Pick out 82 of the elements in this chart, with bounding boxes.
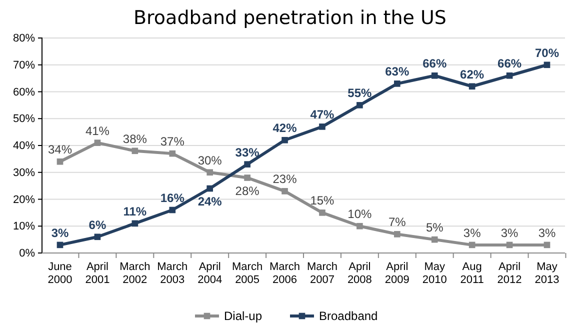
x-tick-label: April 2004 — [198, 261, 222, 286]
y-tick-label: 20% — [12, 194, 36, 206]
point — [169, 206, 176, 214]
data-label: 3% — [500, 226, 519, 240]
point — [319, 210, 326, 216]
data-label: 7% — [388, 215, 406, 230]
y-tick-label: 80% — [12, 32, 36, 45]
point — [544, 242, 550, 248]
data-label: 62% — [460, 67, 484, 82]
point — [282, 188, 288, 194]
point — [319, 124, 326, 130]
x-tick-label: March 2007 — [306, 261, 338, 286]
point — [94, 140, 101, 146]
data-label: 10% — [348, 207, 372, 222]
point — [132, 148, 138, 154]
point — [468, 83, 476, 90]
data-label: 55% — [348, 86, 372, 100]
data-label: 28% — [235, 184, 260, 198]
data-label: 66% — [498, 56, 522, 71]
data-label: 23% — [272, 172, 298, 186]
x-tick-label: May 2013 — [534, 261, 560, 286]
data-label: 15% — [310, 194, 335, 208]
point — [94, 234, 101, 240]
x-tick-label: April 2009 — [384, 261, 410, 286]
point — [468, 242, 476, 248]
point — [431, 236, 438, 243]
data-label: 66% — [422, 56, 447, 71]
point — [56, 242, 64, 248]
y-tick-label: 10% — [12, 220, 36, 233]
legend-label: Dial-up — [224, 309, 262, 323]
x-tick-label: March 2005 — [232, 261, 263, 286]
point — [244, 161, 250, 168]
x-tick-label: Aug 2011 — [460, 261, 484, 286]
data-label: 70% — [534, 46, 560, 60]
point — [394, 80, 400, 87]
data-label: 16% — [160, 191, 185, 205]
x-tick-label: March 2002 — [120, 261, 150, 286]
point — [206, 185, 214, 192]
y-tick-label: 0% — [19, 248, 36, 260]
data-label: 6% — [88, 218, 106, 232]
point — [206, 169, 214, 176]
data-label: 37% — [160, 134, 185, 149]
data-label: 33% — [235, 145, 260, 160]
x-tick-label: March 2003 — [157, 261, 188, 286]
data-label: 3% — [51, 226, 69, 240]
point — [169, 150, 176, 157]
point — [132, 220, 138, 227]
data-label: 3% — [463, 226, 482, 240]
data-label: 38% — [122, 132, 148, 146]
point — [356, 102, 363, 108]
point — [544, 62, 550, 68]
y-tick-label: 30% — [12, 166, 36, 179]
data-label: 47% — [310, 108, 335, 122]
data-label: 42% — [272, 121, 298, 136]
legend-label: Broadband — [319, 309, 378, 323]
x-tick-label: March 2006 — [269, 261, 300, 286]
data-label: 24% — [198, 194, 222, 208]
point — [506, 242, 513, 248]
y-tick-label: 50% — [12, 113, 36, 126]
data-label: 41% — [85, 124, 110, 138]
x-tick-label: June 2000 — [48, 261, 72, 286]
x-tick-label: April 2008 — [347, 261, 372, 286]
data-label: 5% — [426, 220, 444, 235]
data-label: 34% — [48, 142, 72, 157]
x-tick-label: April 2012 — [497, 261, 522, 286]
point — [431, 72, 438, 79]
data-label: 30% — [198, 153, 222, 168]
data-label: 63% — [385, 64, 410, 79]
chart-title: Broadband penetration in the US — [134, 7, 446, 29]
data-label: 11% — [123, 204, 147, 218]
y-tick-label: 40% — [12, 140, 36, 152]
point — [506, 72, 513, 79]
point — [282, 136, 288, 144]
y-tick-label: 70% — [12, 59, 36, 72]
point — [56, 158, 64, 165]
data-label: 3% — [538, 226, 556, 240]
x-tick-label: April 2001 — [85, 261, 110, 286]
point — [394, 231, 400, 238]
y-tick-label: 60% — [12, 86, 36, 98]
point — [356, 222, 363, 230]
point — [244, 174, 250, 181]
x-tick-label: May 2010 — [422, 261, 447, 286]
